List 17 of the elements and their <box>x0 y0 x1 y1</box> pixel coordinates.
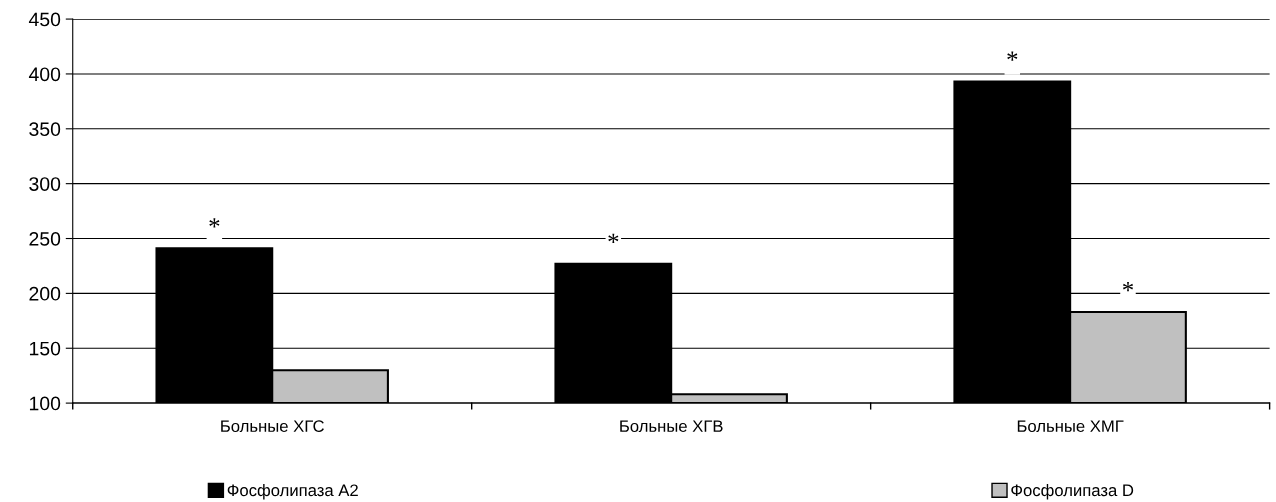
x-tick-label: Больные ХГС <box>221 420 324 433</box>
annotation: * <box>1007 51 1018 61</box>
y-tick-label: 150 <box>29 341 61 356</box>
y-tick-label: 400 <box>28 67 61 82</box>
x-tick-label: Больные ХМГ <box>1017 420 1124 433</box>
annotation: * <box>209 218 220 228</box>
legend-label: Фосфолипаза А2 <box>227 483 358 500</box>
y-tick-label: 250 <box>29 231 61 246</box>
y-tick-label: 350 <box>29 122 61 137</box>
y-tick-label: 300 <box>29 177 61 191</box>
y-tick-label: 100 <box>29 396 61 411</box>
y-tick-label: 200 <box>29 286 61 301</box>
y-tick-label: 450 <box>28 12 61 27</box>
annotation: * <box>1122 282 1134 292</box>
annotation: * <box>608 233 619 243</box>
legend-label: Фосфолипаза D <box>1011 483 1134 500</box>
x-tick-label: Больные ХГВ <box>620 420 723 433</box>
